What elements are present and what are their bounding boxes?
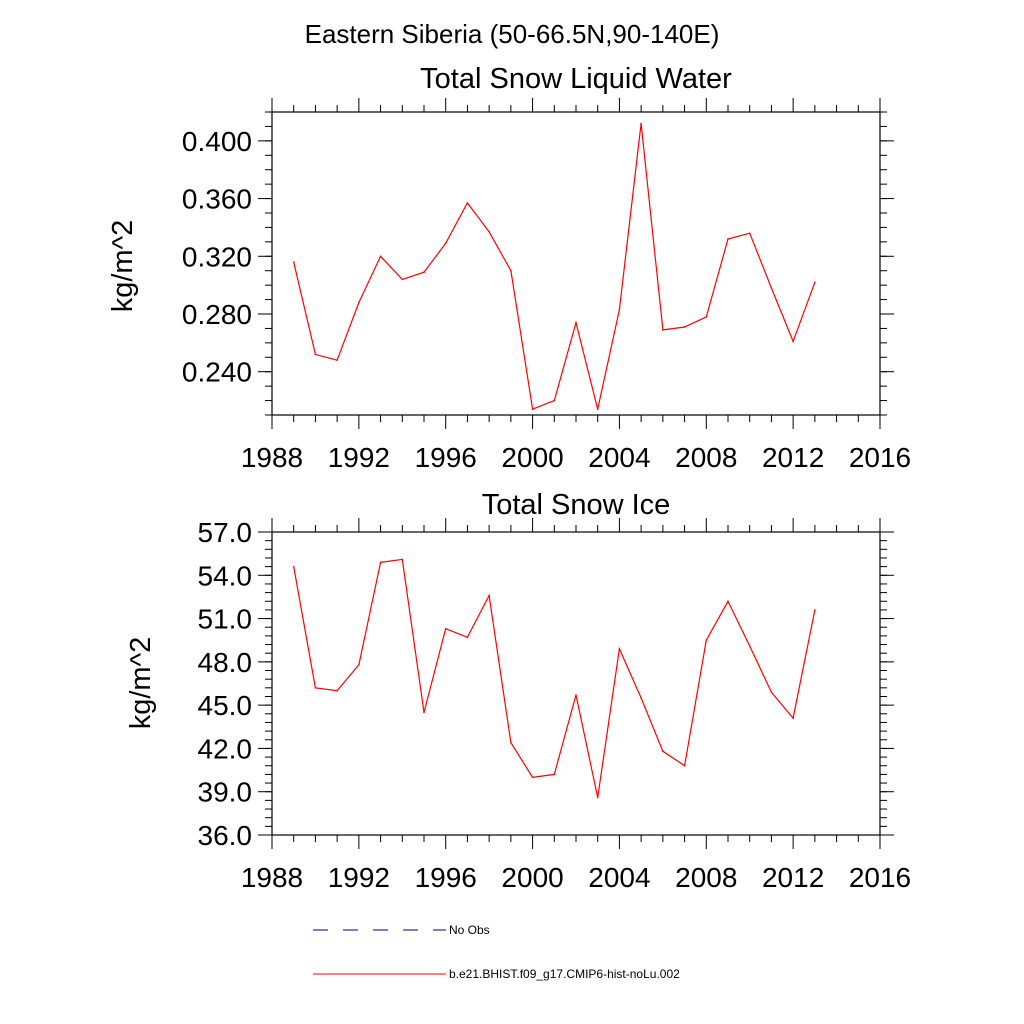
data-point <box>596 408 599 411</box>
y-tick-label: 0.280 <box>182 299 252 330</box>
data-point <box>444 242 447 245</box>
data-point <box>575 694 577 696</box>
data-point <box>466 636 469 639</box>
data-point <box>748 232 751 234</box>
x-tick-label: 1988 <box>241 442 303 473</box>
data-point <box>314 353 317 356</box>
data-point <box>379 561 382 564</box>
panel-snow-liquid-water: Total Snow Liquid Water kg/m^2 1988 1992 1… <box>107 63 911 473</box>
data-point <box>531 408 534 411</box>
panel-snow-ice: Total Snow Ice kg/m^2 1988 1992 1996 2000 20… <box>125 489 911 893</box>
plot-frame <box>271 111 881 416</box>
y-tick-label: 0.360 <box>182 184 252 215</box>
data-point <box>770 691 773 693</box>
x-tick-label: 1996 <box>415 442 477 473</box>
legend-label-no-obs: No Obs <box>449 923 490 937</box>
x-tick-label: 2012 <box>762 862 824 893</box>
legend-label-model: b.e21.BHIST.f09_g17.CMIP6-hist-noLu.002 <box>449 967 680 981</box>
y-tick-label: 0.240 <box>182 357 252 388</box>
data-point <box>401 558 404 561</box>
data-point <box>292 565 295 568</box>
y-tick-label: 48.0 <box>198 647 253 678</box>
data-point <box>683 764 686 767</box>
data-point <box>444 627 447 630</box>
series-line <box>293 123 816 411</box>
data-point <box>358 301 360 304</box>
y-tick-label: 0.320 <box>182 241 252 272</box>
y-tick-label: 42.0 <box>198 733 253 764</box>
plot-frame <box>271 531 881 836</box>
x-tick-label: 1992 <box>328 442 390 473</box>
y-axis-label: kg/m^2 <box>125 637 157 730</box>
y-axis-label: kg/m^2 <box>107 220 139 313</box>
data-point <box>336 689 338 692</box>
data-point <box>510 269 512 272</box>
x-tick-label: 2016 <box>849 862 911 893</box>
data-point <box>705 316 708 318</box>
y-tick-label: 54.0 <box>198 560 253 591</box>
y-tick-label: 0.400 <box>182 126 252 157</box>
panel-title: Total Snow Ice <box>482 489 671 521</box>
x-tick-label: 1988 <box>241 862 303 893</box>
x-tick-label: 2016 <box>849 442 911 473</box>
panel-title: Total Snow Liquid Water <box>420 63 732 95</box>
data-point <box>662 329 664 331</box>
data-point <box>727 238 729 240</box>
data-point <box>379 255 382 258</box>
data-point <box>488 594 490 597</box>
data-point <box>814 281 816 284</box>
data-point <box>662 750 664 753</box>
data-point <box>705 639 708 642</box>
x-tick-label: 2000 <box>501 442 563 473</box>
data-point <box>748 645 751 647</box>
data-point <box>510 741 512 744</box>
region-title: Eastern Siberia (50-66.5N,90-140E) <box>305 19 720 49</box>
data-point <box>488 230 490 233</box>
x-tick-label: 2004 <box>588 862 650 893</box>
data-point <box>553 773 556 776</box>
y-tick-label: 57.0 <box>198 517 253 548</box>
data-point <box>814 609 816 611</box>
data-point <box>314 687 317 689</box>
series-line <box>293 558 816 798</box>
x-tick-label: 2008 <box>675 442 737 473</box>
data-point <box>553 399 556 402</box>
data-point <box>596 796 599 799</box>
legend: No Obs b.e21.BHIST.f09_g17.CMIP6-hist-no… <box>313 923 680 981</box>
data-point <box>336 359 338 361</box>
data-point <box>683 326 686 328</box>
y-tick-label: 45.0 <box>198 690 253 721</box>
y-tick-label: 51.0 <box>198 604 253 635</box>
x-tick-label: 2008 <box>675 862 737 893</box>
x-tick-label: 1992 <box>328 862 390 893</box>
data-point <box>358 663 360 666</box>
data-point <box>792 340 794 343</box>
data-point <box>640 697 642 699</box>
x-tick-label: 1996 <box>415 862 477 893</box>
data-point <box>727 600 729 603</box>
x-tick-label: 2004 <box>588 442 650 473</box>
data-point <box>640 122 642 125</box>
x-tick-label: 2012 <box>762 442 824 473</box>
data-point <box>423 711 425 714</box>
data-point <box>531 776 534 779</box>
x-tick-label: 2000 <box>501 862 563 893</box>
data-point <box>292 261 295 263</box>
data-point <box>401 278 404 281</box>
data-point <box>575 321 577 324</box>
data-point <box>618 648 621 650</box>
data-point <box>618 308 621 311</box>
data-point <box>466 202 469 204</box>
y-tick-label: 39.0 <box>198 777 253 808</box>
y-tick-label: 36.0 <box>198 820 253 851</box>
data-point <box>770 287 773 289</box>
data-point <box>792 717 794 719</box>
data-point <box>423 271 425 273</box>
